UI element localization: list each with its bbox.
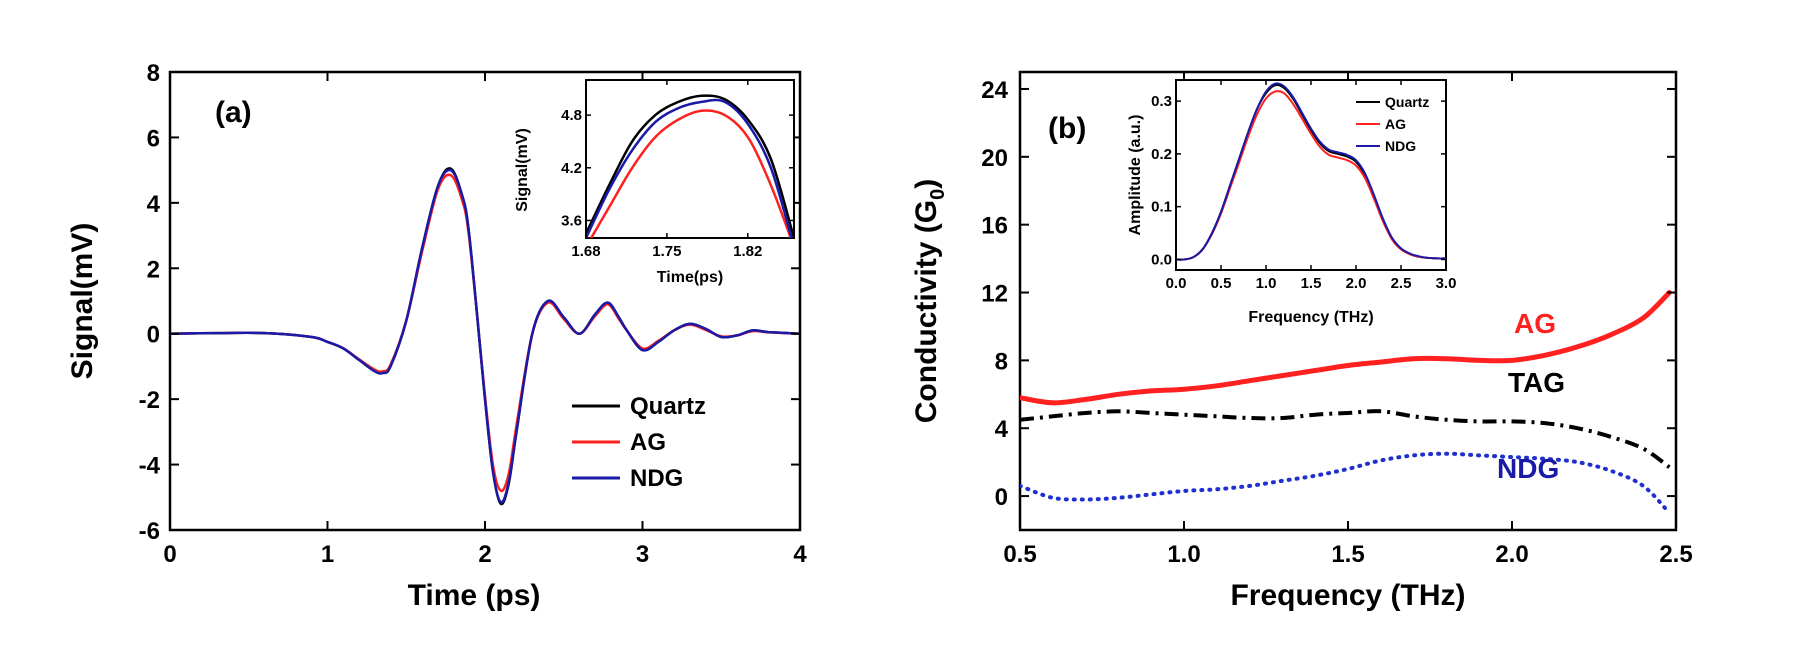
panel-b-inset-y-tick-label: 0.1 (1151, 199, 1172, 216)
panel-b-y-tick-label: 20 (981, 145, 1008, 172)
panel-a-inset: 1.68 1.75 1.82 3.6 4.2 4.8 Time(ps) Signal(mV… (514, 79, 795, 286)
panel-b-x-tick-label: 0.5 (1003, 541, 1036, 568)
panel-a-y-tick-label: 4 (147, 191, 161, 218)
panel-b-inset-ticks: 0.0 0.5 1.0 1.5 2.0 2.5 3.0 0.0 0.1 0.2 0.3 (1151, 80, 1456, 292)
panel-b-inset-x-label: Frequency (THz) (1248, 309, 1373, 326)
panel-a-inset-ticks: 1.68 1.75 1.82 3.6 4.2 4.8 (561, 80, 794, 260)
panel-b-label: (b) (1048, 112, 1086, 145)
panel-a-x-tick-label: 0 (163, 541, 176, 568)
panel-a-y-tick-label: 2 (147, 256, 160, 283)
panel-a-inset-x-tick-label: 1.82 (733, 243, 762, 260)
panel-b-x-tick-label: 2.0 (1495, 541, 1528, 568)
panel-a-inset-x-tick-label: 1.68 (571, 243, 600, 260)
panel-b-x-tick-label: 1.5 (1331, 541, 1364, 568)
panel-a-y-axis-label: Signal(mV) (66, 223, 99, 380)
panel-a-x-tick-label: 1 (321, 541, 334, 568)
panel-b-inset-legend: Quartz AG NDG (1356, 94, 1429, 154)
panel-b-y-tick-label: 24 (981, 77, 1008, 104)
panel-a-inset-x-label: Time(ps) (657, 269, 723, 286)
panel-b-inset-x-tick-label: 2.0 (1346, 275, 1367, 292)
panel-a-y-tick-label: -2 (139, 387, 160, 414)
panel-a-y-tick-label: 6 (147, 125, 160, 152)
panel-b-y-tick-label: 8 (995, 348, 1008, 375)
panel-b-x-axis-label: Frequency (THz) (1230, 579, 1465, 612)
panel-b-x-tick-label: 2.5 (1659, 541, 1692, 568)
panel-b-y-axis-label: Conductivity (G0) (910, 179, 949, 423)
legend-a-ag-label: AG (630, 429, 666, 456)
panel-a-inset-series-quartz (586, 94, 794, 238)
panel-a-y-tick-label: -6 (139, 518, 160, 545)
panel-a-x-tick-label: 4 (793, 541, 807, 568)
panel-a-legend: Quartz AG NDG (572, 393, 706, 492)
panel-a-inset-series-layer (586, 94, 794, 238)
panel-b-inset-x-tick-label: 1.5 (1301, 275, 1322, 292)
panel-b-inset-x-tick-label: 2.5 (1391, 275, 1412, 292)
panel-b-y-tick-label: 12 (981, 281, 1008, 308)
panel-a-inset-y-tick-label: 4.8 (561, 107, 582, 124)
panel-b-inset-x-tick-label: 0.5 (1211, 275, 1232, 292)
annotation-ag: AG (1514, 308, 1556, 339)
panel-b-inset-x-tick-label: 1.0 (1256, 275, 1277, 292)
panel-b-y-axis-label-main: Conductivity (G (910, 200, 943, 423)
panel-b-series-ndg (1020, 451, 1672, 515)
panel-b-inset-y-tick-label: 0.0 (1151, 251, 1172, 268)
panel-b-series-layer (1020, 290, 1672, 515)
panel-a-y-tick-label: 0 (147, 322, 160, 349)
legend-a-ndg-label: NDG (630, 465, 683, 492)
panel-b-y-tick-label: 0 (995, 484, 1008, 511)
legend-b-quartz-label: Quartz (1385, 94, 1429, 110)
panel-b-inset-x-tick-label: 0.0 (1166, 275, 1187, 292)
panel-a-ticks: 0 1 2 3 4 -6 -4 -2 0 2 4 6 8 (139, 60, 808, 568)
panel-a-inset-x-tick-label: 1.75 (652, 243, 681, 260)
legend-b-ag-label: AG (1385, 116, 1406, 132)
panel-b-inset-series-ndg (1176, 82, 1446, 261)
panel-b-inset-y-tick-label: 0.3 (1151, 93, 1172, 110)
panel-a-series-layer (170, 167, 800, 506)
panel-b-ticks: 0.5 1.0 1.5 2.0 2.5 0 4 8 12 16 20 24 (981, 72, 1693, 568)
panel-b: 0.5 1.0 1.5 2.0 2.5 0 4 8 12 16 20 24 (b) Frequency… (910, 70, 1693, 612)
panel-b-series-tag (1020, 409, 1671, 469)
panel-a-inset-series-ag (589, 109, 793, 238)
annotation-tag: TAG (1508, 367, 1565, 398)
legend-b-ndg-label: NDG (1385, 138, 1416, 154)
panel-a-series-ndg (170, 168, 800, 504)
panel-b-y-axis-label-sub: 0 (927, 189, 949, 200)
panel-b-inset-y-tick-label: 0.2 (1151, 146, 1172, 163)
panel-b-y-tick-label: 16 (981, 213, 1008, 240)
panel-a-inset-y-label: Signal(mV) (514, 128, 531, 212)
panel-b-inset: 0.0 0.5 1.0 1.5 2.0 2.5 3.0 0.0 0.1 0.2 0.3 Freque… (1127, 79, 1456, 326)
panel-a: 0 1 2 3 4 -6 -4 -2 0 2 4 6 8 (a) Time (ps) Signal(mV… (66, 60, 807, 612)
panel-a-y-tick-label: -4 (139, 453, 161, 480)
panel-b-x-tick-label: 1.0 (1167, 541, 1200, 568)
panel-b-y-tick-label: 4 (995, 416, 1009, 443)
panel-a-y-tick-label: 8 (147, 60, 160, 87)
panel-a-inset-y-tick-label: 3.6 (561, 212, 582, 229)
panel-a-inset-y-tick-label: 4.2 (561, 160, 582, 177)
legend-a-quartz-label: Quartz (630, 393, 706, 420)
panel-b-inset-series-layer (1176, 82, 1446, 261)
panel-a-x-tick-label: 3 (636, 541, 649, 568)
annotation-ndg: NDG (1497, 453, 1559, 484)
panel-b-inset-x-tick-label: 3.0 (1436, 275, 1457, 292)
panel-b-inset-y-label: Amplitude (a.u.) (1127, 115, 1144, 236)
panel-a-label: (a) (215, 96, 252, 129)
panel-a-inset-series-ndg (586, 98, 793, 238)
panel-a-x-axis-label: Time (ps) (408, 579, 541, 612)
panel-b-y-axis-label-end: ) (910, 179, 943, 189)
panel-b-series-ag (1020, 290, 1672, 406)
panel-a-x-tick-label: 2 (478, 541, 491, 568)
